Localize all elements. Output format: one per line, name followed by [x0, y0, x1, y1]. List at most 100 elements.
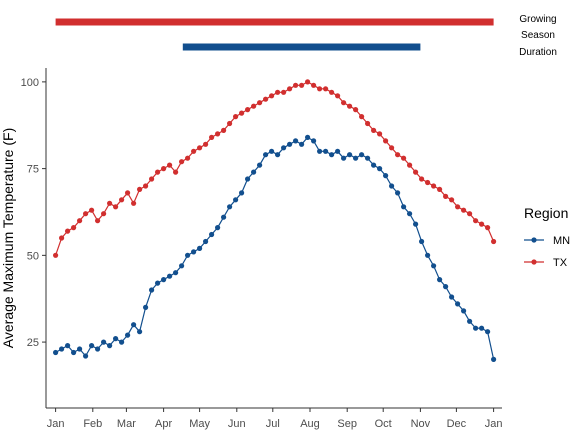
- data-point-tx: [425, 179, 431, 186]
- x-tick-label: Jun: [228, 418, 246, 430]
- data-point-tx: [287, 86, 293, 92]
- x-tick-label: May: [189, 418, 210, 430]
- data-point-mn: [383, 173, 389, 179]
- data-point-mn: [125, 332, 131, 338]
- data-point-mn: [215, 225, 221, 231]
- data-point-mn: [473, 325, 479, 331]
- data-point-mn: [161, 277, 167, 283]
- data-point-mn: [287, 141, 293, 147]
- legend-label-mn: MN: [553, 235, 570, 247]
- data-point-mn: [203, 238, 209, 245]
- data-point-mn: [317, 148, 323, 154]
- y-tick-label: 100: [21, 77, 39, 89]
- data-point-tx: [263, 96, 269, 102]
- data-point-tx: [335, 93, 341, 99]
- legend: Region MN TX: [524, 205, 570, 269]
- data-point-tx: [77, 218, 83, 224]
- data-point-tx: [359, 114, 365, 120]
- data-point-tx: [203, 141, 209, 147]
- data-point-mn: [467, 318, 473, 324]
- annotation-line-2: Season: [521, 30, 555, 41]
- data-point-mn: [449, 294, 455, 300]
- series-line-mn: [55, 136, 495, 360]
- growing-season-annotation: Growing Season Duration: [519, 14, 557, 58]
- data-point-mn: [221, 214, 227, 220]
- data-point-mn: [53, 349, 59, 356]
- data-point-tx: [119, 197, 125, 203]
- data-point-tx: [407, 162, 413, 168]
- data-point-mn: [491, 356, 497, 362]
- data-point-mn: [329, 152, 335, 158]
- data-point-mn: [419, 238, 425, 245]
- data-point-tx: [131, 200, 137, 206]
- x-tick-label: Apr: [155, 418, 172, 430]
- x-tick-label: Oct: [375, 418, 392, 430]
- y-ticks: 25 50 75 100: [21, 77, 46, 349]
- data-point-mn: [431, 263, 437, 269]
- data-point-tx: [167, 162, 173, 168]
- data-point-tx: [251, 103, 257, 109]
- data-point-mn: [377, 166, 383, 172]
- x-tick-label: Feb: [83, 418, 102, 430]
- data-point-tx: [311, 82, 317, 88]
- data-point-mn: [185, 252, 191, 258]
- data-point-mn: [263, 152, 269, 158]
- data-point-mn: [155, 280, 161, 286]
- data-point-mn: [191, 249, 197, 255]
- data-point-mn: [401, 204, 407, 210]
- data-point-mn: [269, 148, 275, 154]
- data-point-tx: [317, 86, 323, 92]
- data-point-mn: [233, 197, 239, 203]
- data-point-tx: [269, 93, 275, 99]
- data-point-mn: [485, 329, 491, 335]
- data-point-mn: [275, 152, 281, 158]
- legend-title: Region: [524, 205, 568, 221]
- x-tick-label: Jul: [266, 418, 280, 430]
- data-point-tx: [125, 190, 131, 196]
- data-point-mn: [251, 169, 257, 175]
- data-point-tx: [221, 127, 227, 133]
- data-point-tx: [209, 134, 215, 140]
- data-point-mn: [407, 211, 413, 217]
- data-point-mn: [461, 308, 467, 314]
- data-point-tx: [377, 131, 383, 137]
- data-point-tx: [83, 211, 89, 217]
- data-point-mn: [119, 339, 125, 345]
- legend-key-point-mn: [531, 237, 537, 243]
- data-point-tx: [95, 218, 101, 224]
- data-point-mn: [77, 346, 83, 352]
- data-point-tx: [401, 155, 407, 161]
- data-point-mn: [335, 148, 341, 154]
- legend-label-tx: TX: [553, 257, 568, 269]
- data-point-tx: [485, 225, 491, 231]
- data-point-mn: [209, 231, 215, 238]
- data-point-mn: [293, 138, 299, 144]
- data-point-tx: [347, 103, 353, 109]
- data-point-tx: [215, 131, 221, 137]
- data-point-mn: [359, 152, 365, 158]
- x-tick-label: Nov: [411, 418, 431, 430]
- data-point-tx: [443, 193, 449, 199]
- data-point-mn: [365, 155, 371, 161]
- data-point-mn: [167, 273, 173, 279]
- data-point-tx: [449, 197, 455, 203]
- data-point-mn: [197, 245, 203, 251]
- series: [53, 79, 497, 362]
- data-point-mn: [149, 287, 155, 293]
- data-point-mn: [89, 343, 95, 349]
- data-point-tx: [293, 82, 299, 88]
- data-point-mn: [347, 152, 353, 158]
- x-tick-label: Aug: [300, 418, 320, 430]
- series-line-tx: [55, 81, 495, 256]
- data-point-tx: [173, 169, 179, 175]
- data-point-mn: [443, 284, 449, 290]
- data-point-tx: [89, 207, 95, 213]
- data-point-tx: [107, 200, 113, 206]
- x-tick-label: Sep: [337, 418, 357, 430]
- data-point-mn: [95, 346, 101, 352]
- data-point-tx: [491, 238, 497, 245]
- data-point-tx: [323, 86, 329, 92]
- data-point-tx: [329, 89, 335, 95]
- data-point-mn: [311, 138, 317, 144]
- data-point-tx: [479, 221, 485, 227]
